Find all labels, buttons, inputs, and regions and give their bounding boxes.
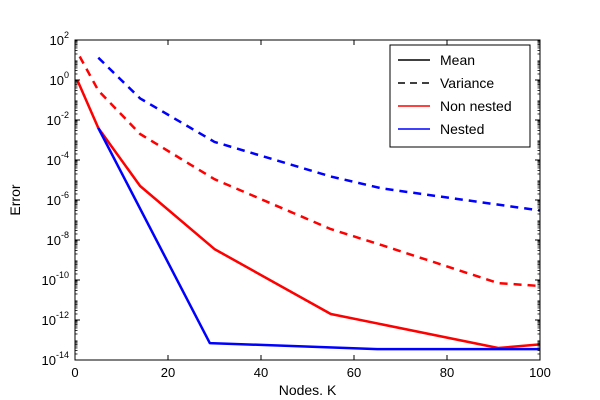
legend-box bbox=[389, 44, 531, 148]
legend-label: Mean bbox=[440, 52, 475, 68]
ticks-layer: 0 20 40 60 80 100 102 100 10-2 10-4 10-6 10-8 10-10 1… bbox=[42, 30, 551, 380]
x-tick-label: 80 bbox=[440, 365, 454, 380]
y-tick-label: 10-2 bbox=[47, 110, 69, 128]
series-line-3 bbox=[97, 56, 541, 212]
y-tick-label: 10-12 bbox=[42, 310, 69, 328]
x-tick-label: 20 bbox=[161, 365, 175, 380]
x-tick-label: 0 bbox=[71, 365, 78, 380]
y-tick-label: 102 bbox=[50, 30, 69, 48]
series-line-2 bbox=[97, 127, 540, 351]
series-line-1 bbox=[78, 55, 541, 288]
y-axis-label: Error bbox=[7, 184, 23, 215]
x-tick-label: 100 bbox=[529, 365, 551, 380]
legend: Mean Variance Non nested Nested bbox=[389, 44, 531, 148]
legend-label: Non nested bbox=[440, 98, 512, 114]
y-tick-label: 10-4 bbox=[47, 150, 69, 168]
y-tick-label: 10-10 bbox=[42, 270, 69, 288]
y-tick-label: 10-8 bbox=[47, 230, 69, 248]
series-layer bbox=[76, 55, 541, 351]
legend-label: Variance bbox=[440, 75, 494, 91]
x-tick-label: 60 bbox=[347, 365, 361, 380]
legend-label: Nested bbox=[440, 121, 484, 137]
y-tick-label: 100 bbox=[50, 70, 69, 88]
x-tick-label: 40 bbox=[254, 365, 268, 380]
y-tick-label: 10-14 bbox=[42, 350, 69, 368]
y-tick-label: 10-6 bbox=[47, 190, 69, 208]
x-axis-label: Nodes. K bbox=[279, 382, 337, 398]
